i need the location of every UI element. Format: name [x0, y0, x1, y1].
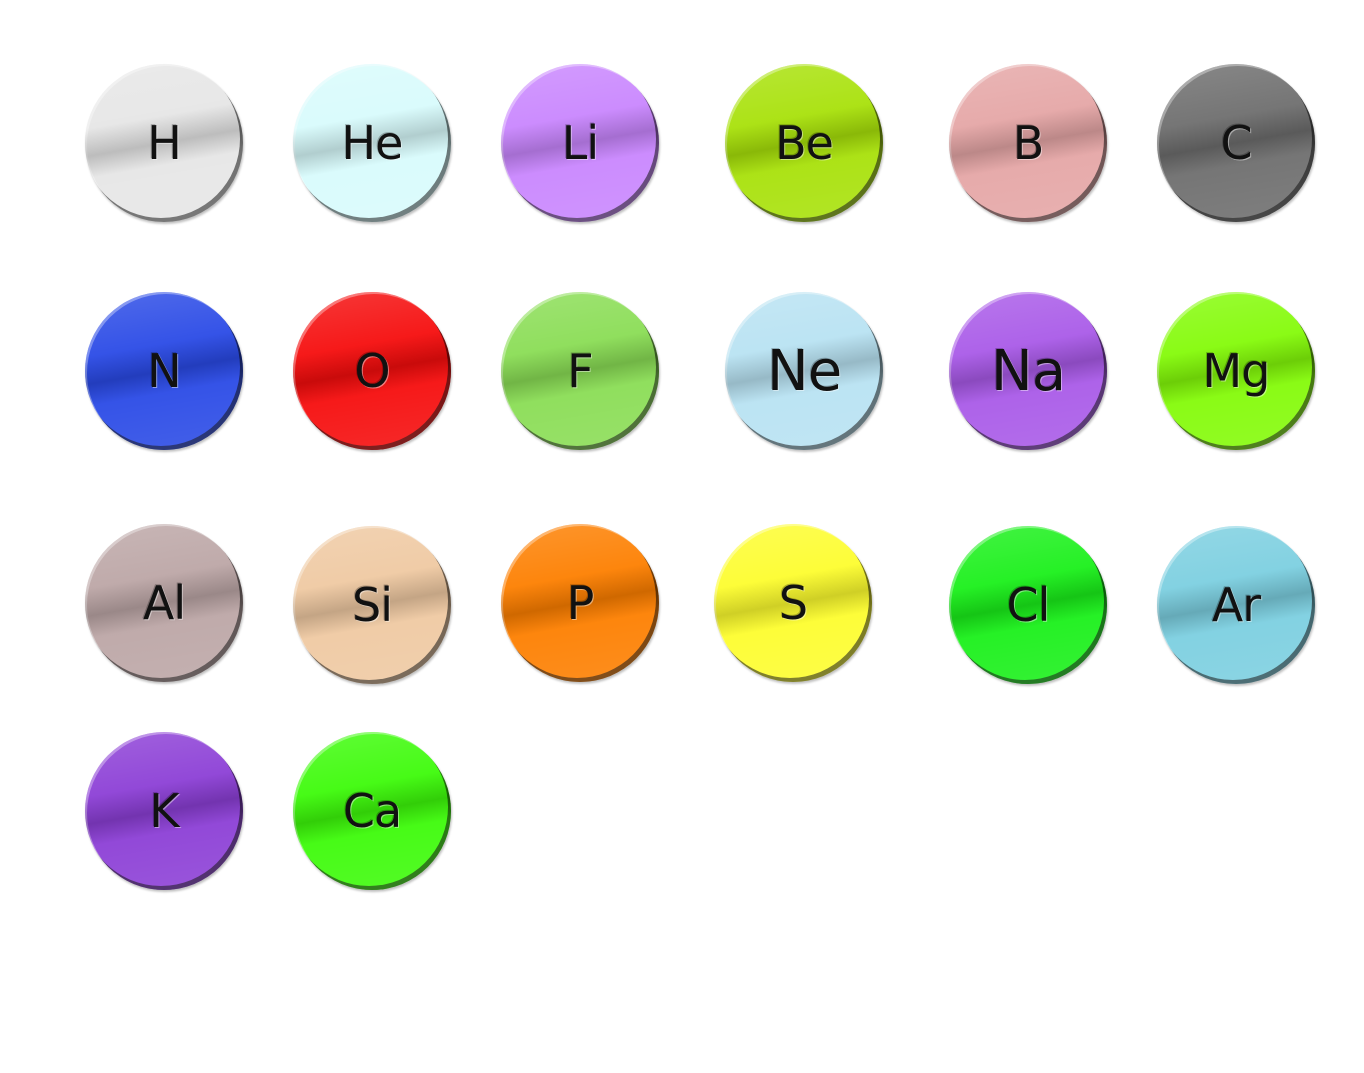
element-ball-cl[interactable]: Cl: [949, 526, 1107, 684]
element-symbol: N: [147, 344, 181, 398]
element-ball-be[interactable]: Be: [725, 64, 883, 222]
element-ball-s[interactable]: S: [714, 524, 872, 682]
element-symbol: B: [1012, 116, 1045, 170]
element-symbol: O: [354, 344, 390, 398]
element-symbol: C: [1220, 116, 1252, 170]
element-symbol: Ar: [1211, 578, 1261, 632]
element-symbol: H: [147, 116, 182, 170]
element-ball-p[interactable]: P: [501, 524, 659, 682]
element-ball-n[interactable]: N: [85, 292, 243, 450]
element-symbol: Al: [142, 576, 186, 630]
element-symbol: Na: [990, 338, 1066, 404]
element-ball-f[interactable]: F: [501, 292, 659, 450]
element-ball-na[interactable]: Na: [949, 292, 1107, 450]
element-symbol: F: [567, 344, 593, 398]
element-symbol: K: [149, 784, 179, 838]
element-ball-ne[interactable]: Ne: [725, 292, 883, 450]
element-symbol: P: [566, 576, 595, 630]
element-symbol: Si: [352, 578, 393, 632]
element-symbol: Ca: [342, 784, 402, 838]
element-symbol: Be: [775, 116, 834, 170]
element-ball-o[interactable]: O: [293, 292, 451, 450]
element-ball-c[interactable]: C: [1157, 64, 1315, 222]
element-ball-he[interactable]: He: [293, 64, 451, 222]
element-symbol: Cl: [1006, 578, 1051, 632]
element-ball-al[interactable]: Al: [85, 524, 243, 682]
element-symbol: Li: [561, 116, 599, 170]
element-ball-li[interactable]: Li: [501, 64, 659, 222]
element-ball-b[interactable]: B: [949, 64, 1107, 222]
element-symbol: He: [341, 116, 404, 170]
element-symbol: Mg: [1202, 344, 1271, 398]
element-ball-ar[interactable]: Ar: [1157, 526, 1315, 684]
element-ball-si[interactable]: Si: [293, 526, 451, 684]
element-symbol: Ne: [766, 338, 842, 404]
element-symbol: S: [778, 576, 808, 630]
element-ball-ca[interactable]: Ca: [293, 732, 451, 890]
element-ball-mg[interactable]: Mg: [1157, 292, 1315, 450]
element-ball-k[interactable]: K: [85, 732, 243, 890]
element-ball-h[interactable]: H: [85, 64, 243, 222]
